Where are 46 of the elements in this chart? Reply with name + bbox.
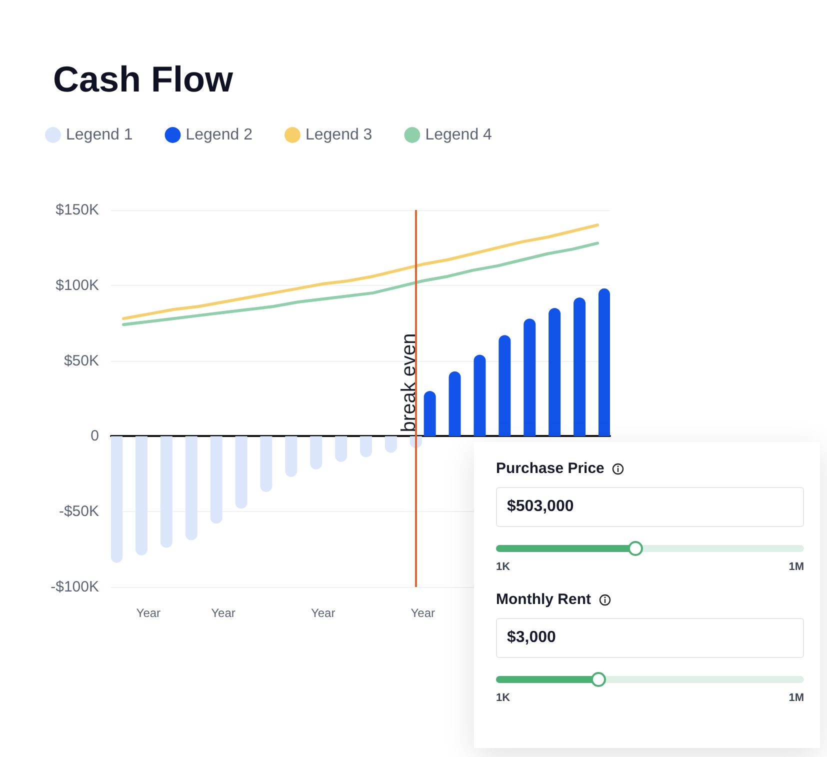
y-tick-label: $50K: [64, 352, 99, 370]
y-tick-label: -$100K: [50, 578, 99, 596]
bar: [335, 436, 348, 462]
text: 1M: [788, 561, 804, 573]
bar: [185, 436, 198, 540]
bar: [498, 335, 511, 436]
bar: [210, 436, 222, 524]
annotation: Purchase Price: [496, 460, 604, 477]
bar: [424, 390, 436, 436]
bar: [448, 371, 461, 436]
x-tick-label: Year: [211, 606, 236, 620]
bar: [135, 436, 148, 556]
line-series: [122, 242, 600, 326]
annotation: $503,000: [507, 498, 574, 516]
bar: [474, 354, 486, 436]
line-series: [122, 224, 600, 320]
bar: [235, 436, 248, 509]
annotation: 1K: [496, 561, 510, 573]
x-tick-label: Year: [310, 606, 336, 620]
legend-label: Legend 3: [305, 126, 372, 144]
bar: [285, 436, 298, 477]
x-tick-label: Year: [410, 606, 435, 620]
legend-label: Legend 1: [66, 126, 133, 144]
text: 1M: [788, 692, 804, 704]
legend-label: Legend 4: [425, 126, 492, 144]
text: Monthly Rent: [496, 591, 591, 608]
chart-title: Cash Flow: [53, 58, 234, 100]
text-field: $503,000: [496, 487, 804, 527]
bar: [111, 436, 123, 563]
y-tick-label: 0: [90, 428, 99, 445]
annotation: break even: [398, 333, 420, 432]
legend-label: Legend 2: [186, 126, 253, 144]
text-field: $3,000: [496, 618, 804, 658]
x-tick-label: Year: [136, 606, 161, 620]
bar: [598, 288, 610, 436]
bar: [524, 318, 536, 436]
bar: [160, 436, 172, 548]
bar: [360, 436, 372, 458]
text: 1K: [496, 692, 510, 704]
bar: [260, 436, 272, 492]
y-tick-label: $150K: [56, 202, 99, 218]
y-tick-label: $100K: [56, 276, 99, 294]
bar: [548, 308, 561, 436]
bar: [310, 436, 322, 470]
bar: [574, 297, 586, 436]
y-tick-label: -$50K: [58, 503, 99, 520]
